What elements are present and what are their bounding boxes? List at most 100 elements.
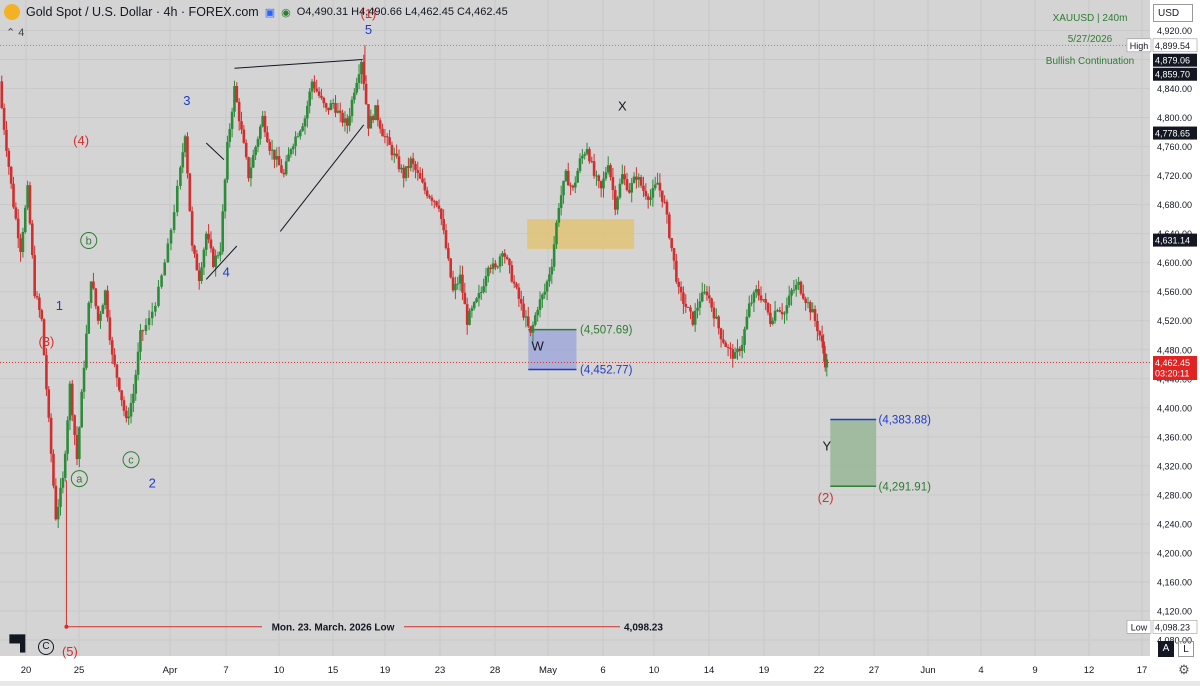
candle-body	[811, 309, 814, 313]
candle-body	[141, 330, 145, 332]
visibility-icon[interactable]: ◉	[281, 6, 291, 19]
candle-body	[367, 104, 370, 129]
x-tick-label: 25	[74, 665, 85, 676]
candle-body	[310, 81, 314, 92]
candle-body	[689, 307, 692, 312]
candle-body	[776, 310, 779, 312]
indicator-count: 4	[18, 27, 25, 39]
candle-body	[503, 253, 507, 257]
candle-body	[45, 355, 48, 390]
candle-body	[771, 320, 775, 324]
circled-wave-label: c	[128, 455, 134, 467]
candle-body	[254, 146, 257, 156]
candle-body	[526, 316, 530, 327]
x-tick-label: 4	[978, 665, 983, 676]
wave-label: 4	[223, 264, 230, 279]
candle-body	[677, 281, 681, 287]
candle-body	[790, 290, 793, 296]
candle-body	[562, 180, 565, 196]
candle-body	[411, 158, 415, 164]
candle-body	[414, 163, 417, 171]
candle-body	[531, 324, 535, 333]
candle-body	[559, 195, 563, 208]
candle-body	[179, 167, 182, 186]
chevron-up-icon: ⌃	[6, 27, 16, 39]
candle-body	[115, 364, 119, 378]
x-tick-label: 14	[704, 665, 715, 676]
price-badge-value: 4,879.06	[1155, 56, 1190, 66]
candle-body	[212, 248, 215, 267]
price-badge-value: 4,098.23	[1155, 622, 1190, 632]
candle-body	[21, 231, 25, 253]
badge-tag	[1126, 38, 1152, 53]
x-tick-label: 23	[435, 665, 446, 676]
indicator-toggle[interactable]: ⌃ 4	[6, 26, 24, 39]
candle-body	[449, 258, 453, 278]
wave-label: 1	[56, 298, 63, 313]
currency-selector[interactable]: USD	[1153, 4, 1193, 22]
candle-body	[550, 266, 554, 275]
candle-body	[364, 83, 368, 105]
high-value: H4,490.66	[351, 6, 402, 18]
candle-body	[435, 201, 438, 206]
candle-body	[244, 142, 248, 158]
candle-body	[204, 233, 208, 250]
candle-body	[75, 435, 79, 460]
candle-body	[409, 158, 413, 168]
candle-body	[590, 161, 594, 163]
symbol-title[interactable]: Gold Spot / U.S. Dollar · 4h · FOREX.com	[26, 5, 259, 19]
auto-scale-button[interactable]: A	[1158, 641, 1174, 657]
level-label: (4,507.69)	[580, 325, 633, 337]
log-scale-button[interactable]: L	[1178, 641, 1194, 657]
candle-body	[327, 107, 330, 111]
candle-body	[691, 311, 695, 325]
candle-body	[498, 256, 502, 267]
candle-body	[315, 88, 319, 92]
candle-body	[564, 170, 568, 181]
candle-body	[475, 298, 478, 302]
candle-body	[512, 281, 516, 284]
candle-body	[707, 295, 711, 299]
settings-icon[interactable]: ⚙	[1178, 662, 1190, 677]
candle-body	[287, 154, 290, 162]
info-line-2: 5/27/2026	[1068, 34, 1113, 45]
candle-body	[606, 165, 610, 173]
candle-body	[418, 173, 422, 179]
trend-line	[205, 142, 225, 161]
candle-body	[762, 299, 765, 301]
candle-body	[743, 329, 746, 345]
price-badge-value: 4,899.54	[1155, 41, 1190, 51]
candle-body	[266, 132, 269, 142]
candle-body	[740, 344, 744, 351]
candle-body	[14, 207, 18, 219]
candle-body	[19, 238, 22, 253]
candle-body	[444, 230, 448, 249]
candle-body	[463, 292, 467, 305]
candle-body	[397, 156, 401, 170]
candle-body	[308, 91, 311, 106]
candle-body	[487, 267, 490, 277]
candle-body	[820, 335, 824, 342]
y-tick-label: 4,080.00	[1157, 636, 1192, 646]
x-tick-label: 17	[1137, 665, 1148, 676]
level-label: (4,452.77)	[580, 365, 633, 377]
candle-body	[621, 174, 624, 184]
candle-body	[630, 182, 634, 193]
candle-body	[635, 176, 638, 180]
candle-body	[353, 92, 356, 100]
candle-body	[160, 275, 163, 287]
candle-body	[193, 245, 196, 254]
chart-type-icon[interactable]: ▣	[264, 6, 276, 19]
candle-body	[787, 295, 791, 306]
candle-body	[484, 276, 488, 287]
candle-body	[320, 95, 323, 98]
wave-label: 3	[183, 93, 190, 108]
candle-body	[35, 295, 39, 298]
candle-body	[710, 298, 713, 308]
candle-body	[240, 121, 243, 130]
candle-body	[5, 129, 8, 151]
candle-body	[343, 118, 347, 123]
candle-body	[588, 149, 591, 162]
